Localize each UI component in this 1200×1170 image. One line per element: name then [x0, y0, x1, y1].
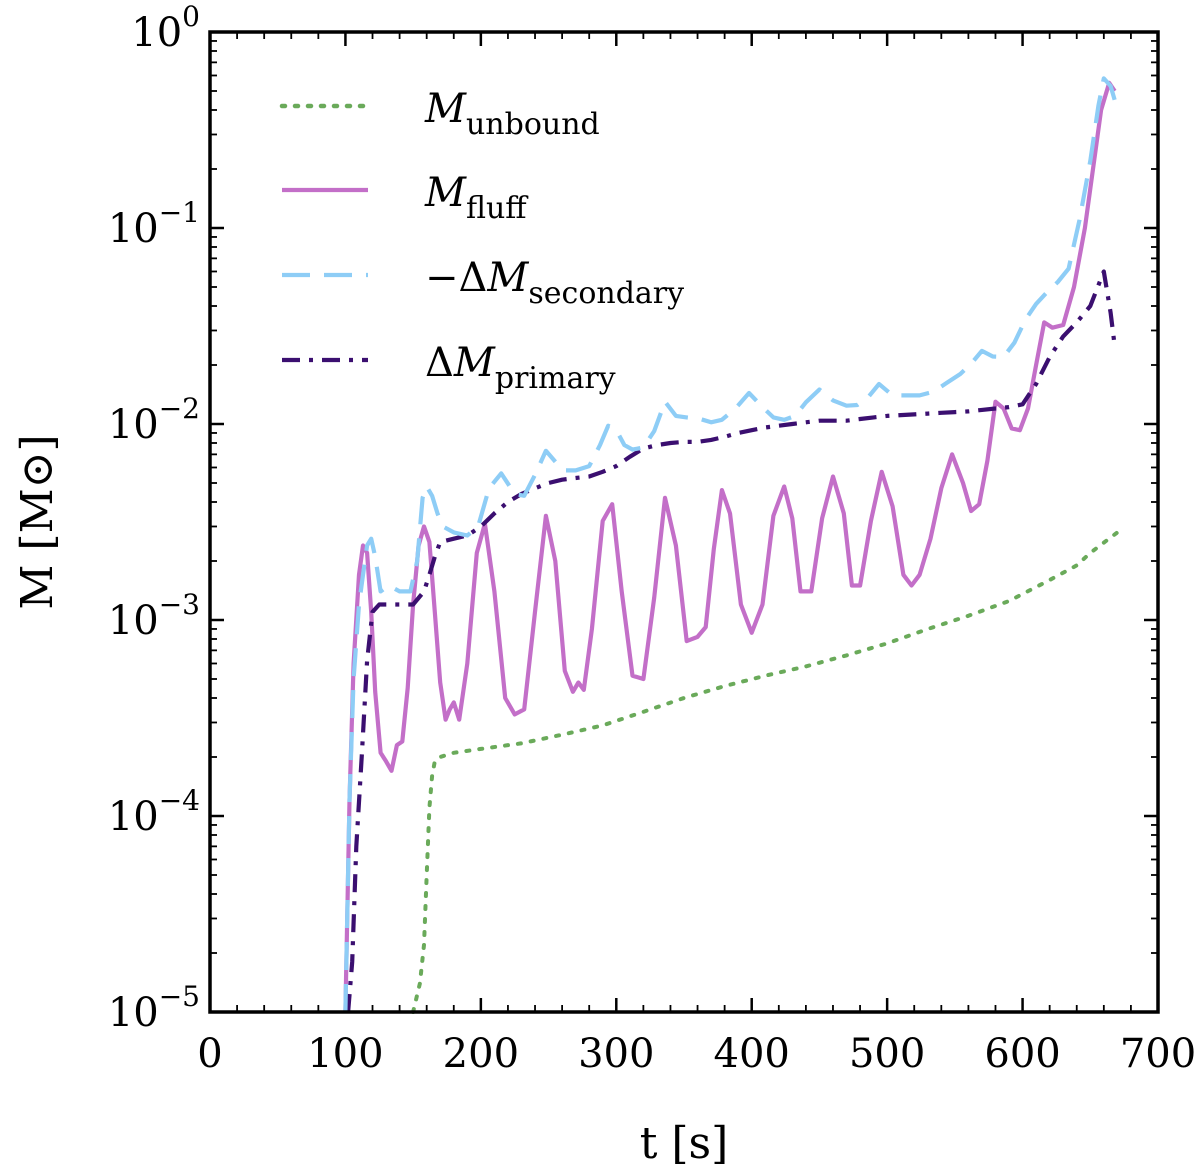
x-tick-label-5: 500 — [849, 1031, 925, 1077]
y-tick-labels: 10−5 10−4 10−3 10−2 10−1 100 — [108, 0, 200, 1036]
y-tick-label-5: 100 — [131, 0, 200, 56]
series-line-2 — [343, 76, 1117, 1013]
x-tick-labels: 0 100 200 300 400 500 600 700 — [197, 1031, 1196, 1077]
series-lines — [343, 76, 1120, 1014]
y-tick-label-4: 10−1 — [108, 196, 200, 252]
legend-label-3: ΔMprimary — [425, 340, 616, 396]
legend: Munbound Mfluff −ΔMsecondary ΔMprimary — [279, 86, 684, 396]
plot-frame — [208, 30, 1160, 1014]
x-tick-label-6: 600 — [984, 1031, 1060, 1077]
y-tick-label-2: 10−3 — [108, 588, 200, 644]
y-tick-label-1: 10−4 — [108, 784, 200, 840]
series-line-3 — [346, 269, 1117, 1013]
legend-label-1: Mfluff — [424, 170, 529, 226]
y-axis-label: M [M⊙] — [12, 434, 63, 609]
series-line-0 — [411, 530, 1120, 1014]
x-tick-label-7: 700 — [1120, 1031, 1196, 1077]
legend-label-0: Munbound — [424, 86, 600, 142]
y-tick-label-0: 10−5 — [108, 980, 200, 1036]
x-tick-label-0: 0 — [197, 1031, 222, 1077]
x-tick-label-4: 400 — [714, 1031, 790, 1077]
x-axis-label: t [s] — [640, 1118, 729, 1169]
x-tick-label-3: 300 — [578, 1031, 654, 1077]
legend-label-2: −ΔMsecondary — [425, 255, 684, 311]
y-tick-label-3: 10−2 — [108, 392, 200, 448]
series-line-1 — [343, 80, 1117, 1013]
axis-ticks — [208, 30, 1160, 1014]
x-tick-label-1: 100 — [307, 1031, 383, 1077]
x-tick-label-2: 200 — [443, 1031, 519, 1077]
